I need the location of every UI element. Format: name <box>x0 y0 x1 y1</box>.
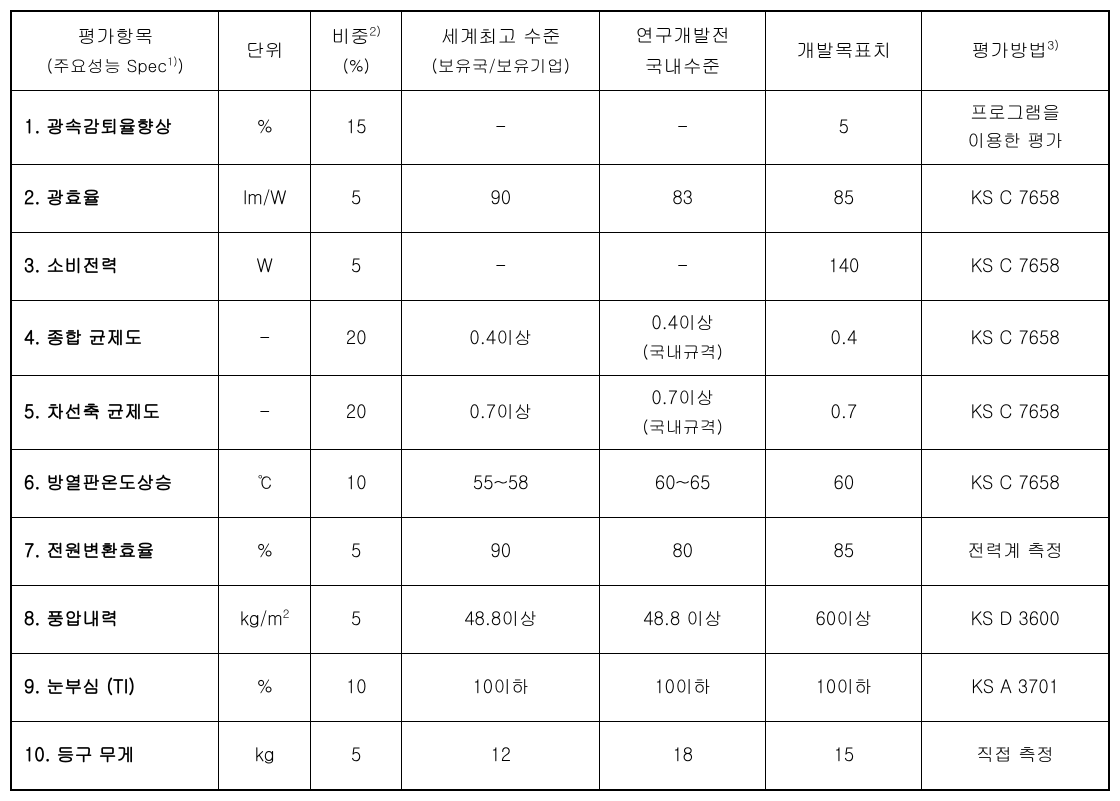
cell-target: 85 <box>766 518 922 586</box>
header-unit: 단위 <box>219 11 311 90</box>
header-domestic-level: 연구개발전 국내수준 <box>600 11 766 90</box>
cell-unit: % <box>219 518 311 586</box>
cell-target: 10이하 <box>766 654 922 722</box>
cell-method: 전력계 측정 <box>922 518 1109 586</box>
cell-method: 직접 측정 <box>922 722 1109 790</box>
cell-domestic: 0.4이상 (국내규격) <box>600 301 766 376</box>
cell-method: KS C 7658 <box>922 301 1109 376</box>
cell-target: 0.7 <box>766 375 922 450</box>
cell-world: 0.7이상 <box>402 375 600 450</box>
table-header-row: 평가항목 (주요성능 Spec1)) 단위 비중2) (%) 세계최고 수준 (… <box>11 11 1109 90</box>
cell-unit: - <box>219 301 311 376</box>
table-row: 2. 광효율 lm/W 5 90 83 85 KS C 7658 <box>11 165 1109 233</box>
cell-label: 3. 소비전력 <box>11 233 219 301</box>
cell-domestic: 10이하 <box>600 654 766 722</box>
cell-label: 6. 방열판온도상승 <box>11 450 219 518</box>
cell-target: 140 <box>766 233 922 301</box>
cell-world: 0.4이상 <box>402 301 600 376</box>
cell-domestic: 0.7이상 (국내규격) <box>600 375 766 450</box>
cell-method: 프로그램을 이용한 평가 <box>922 90 1109 165</box>
cell-weight: 20 <box>310 375 402 450</box>
cell-unit: kg <box>219 722 311 790</box>
cell-domestic: 48.8 이상 <box>600 586 766 654</box>
table-row: 10. 등구 무게 kg 5 12 18 15 직접 측정 <box>11 722 1109 790</box>
cell-world: 90 <box>402 165 600 233</box>
cell-target: 0.4 <box>766 301 922 376</box>
cell-domestic: 83 <box>600 165 766 233</box>
cell-unit: % <box>219 654 311 722</box>
spec-evaluation-table: 평가항목 (주요성능 Spec1)) 단위 비중2) (%) 세계최고 수준 (… <box>10 10 1110 791</box>
header-world-level: 세계최고 수준 (보유국/보유기업) <box>402 11 600 90</box>
cell-label: 9. 눈부심 (TI) <box>11 654 219 722</box>
cell-label: 8. 풍압내력 <box>11 586 219 654</box>
cell-method: KS A 3701 <box>922 654 1109 722</box>
cell-label: 2. 광효율 <box>11 165 219 233</box>
cell-unit: - <box>219 375 311 450</box>
cell-method: KS C 7658 <box>922 233 1109 301</box>
header-target: 개발목표치 <box>766 11 922 90</box>
cell-domestic: 60~65 <box>600 450 766 518</box>
cell-target: 5 <box>766 90 922 165</box>
table-row: 1. 광속감퇴율향상 % 15 - - 5 프로그램을 이용한 평가 <box>11 90 1109 165</box>
cell-weight: 15 <box>310 90 402 165</box>
header-eval-item: 평가항목 (주요성능 Spec1)) <box>11 11 219 90</box>
cell-target: 85 <box>766 165 922 233</box>
cell-weight: 10 <box>310 654 402 722</box>
cell-label: 1. 광속감퇴율향상 <box>11 90 219 165</box>
cell-target: 15 <box>766 722 922 790</box>
cell-unit: ℃ <box>219 450 311 518</box>
cell-method: KS D 3600 <box>922 586 1109 654</box>
table-row: 7. 전원변환효율 % 5 90 80 85 전력계 측정 <box>11 518 1109 586</box>
cell-world: - <box>402 233 600 301</box>
cell-unit: kg/m2 <box>219 586 311 654</box>
cell-label: 4. 종합 균제도 <box>11 301 219 376</box>
table-row: 9. 눈부심 (TI) % 10 10이하 10이하 10이하 KS A 370… <box>11 654 1109 722</box>
cell-unit: lm/W <box>219 165 311 233</box>
cell-world: 55~58 <box>402 450 600 518</box>
cell-label: 5. 차선축 균제도 <box>11 375 219 450</box>
cell-label: 7. 전원변환효율 <box>11 518 219 586</box>
cell-world: 10이하 <box>402 654 600 722</box>
cell-unit: % <box>219 90 311 165</box>
cell-weight: 5 <box>310 586 402 654</box>
table-row: 6. 방열판온도상승 ℃ 10 55~58 60~65 60 KS C 7658 <box>11 450 1109 518</box>
cell-weight: 5 <box>310 165 402 233</box>
cell-weight: 5 <box>310 518 402 586</box>
cell-domestic: 80 <box>600 518 766 586</box>
cell-domestic: 18 <box>600 722 766 790</box>
cell-weight: 10 <box>310 450 402 518</box>
cell-label: 10. 등구 무게 <box>11 722 219 790</box>
cell-world: - <box>402 90 600 165</box>
cell-method: KS C 7658 <box>922 450 1109 518</box>
table-row: 5. 차선축 균제도 - 20 0.7이상 0.7이상 (국내규격) 0.7 K… <box>11 375 1109 450</box>
table-row: 8. 풍압내력 kg/m2 5 48.8이상 48.8 이상 60이상 KS D… <box>11 586 1109 654</box>
cell-weight: 5 <box>310 722 402 790</box>
header-method: 평가방법3) <box>922 11 1109 90</box>
cell-world: 48.8이상 <box>402 586 600 654</box>
cell-target: 60이상 <box>766 586 922 654</box>
cell-method: KS C 7658 <box>922 165 1109 233</box>
cell-world: 90 <box>402 518 600 586</box>
table-row: 4. 종합 균제도 - 20 0.4이상 0.4이상 (국내규격) 0.4 KS… <box>11 301 1109 376</box>
header-weight: 비중2) (%) <box>310 11 402 90</box>
cell-domestic: - <box>600 233 766 301</box>
table-row: 3. 소비전력 W 5 - - 140 KS C 7658 <box>11 233 1109 301</box>
cell-unit: W <box>219 233 311 301</box>
cell-target: 60 <box>766 450 922 518</box>
cell-weight: 5 <box>310 233 402 301</box>
cell-domestic: - <box>600 90 766 165</box>
cell-method: KS C 7658 <box>922 375 1109 450</box>
cell-weight: 20 <box>310 301 402 376</box>
cell-world: 12 <box>402 722 600 790</box>
